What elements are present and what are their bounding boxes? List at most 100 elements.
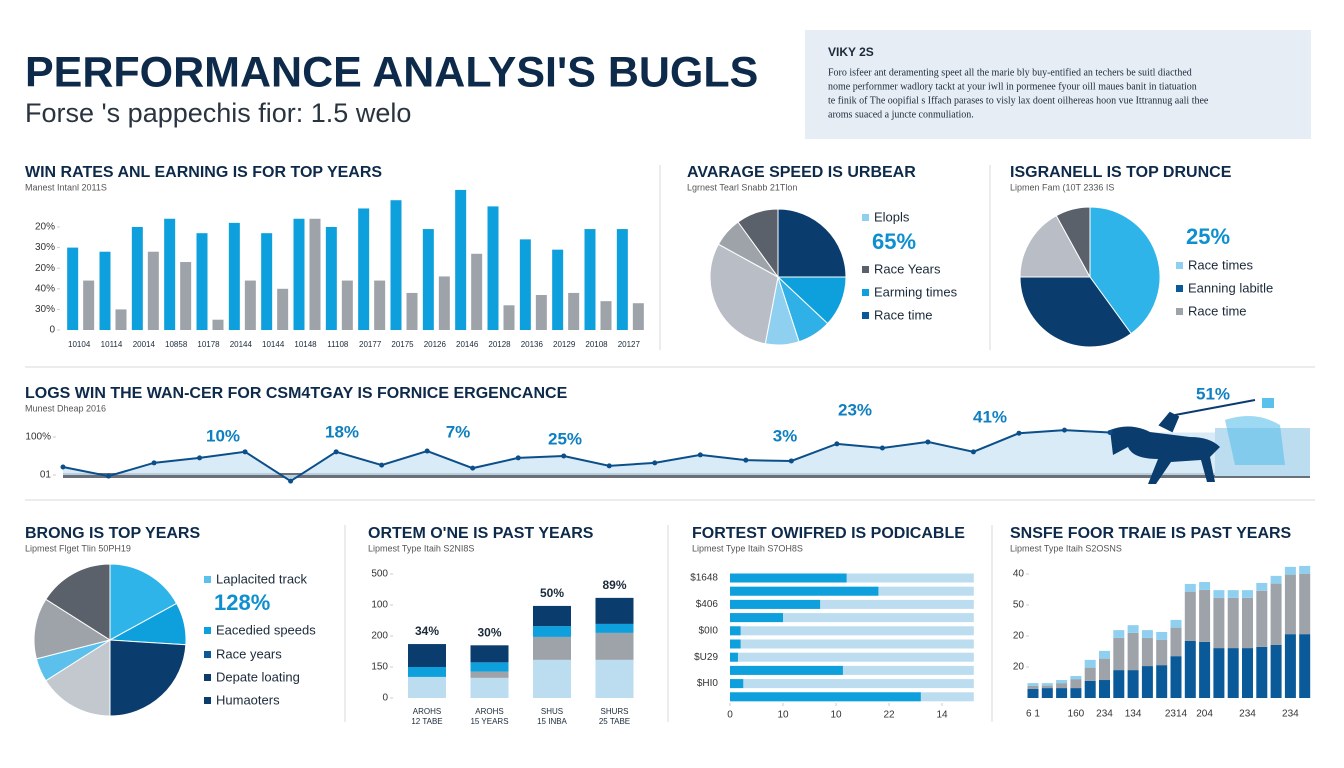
y-tick-label: $U29 [694, 652, 718, 663]
annotation: 18% [325, 422, 359, 441]
bar-segment [1027, 689, 1039, 698]
chart-title: BRONG IS TOP YEARS [25, 525, 200, 542]
bar-track [730, 639, 974, 649]
y-tick-label: $0I0 [699, 625, 719, 636]
bar-segment [1170, 619, 1182, 628]
y-tick-label: 0 [49, 325, 55, 336]
bar-segment [408, 667, 446, 677]
point [834, 441, 840, 447]
bar-segment [1041, 683, 1053, 686]
x-tick-label: 14 [936, 710, 948, 721]
bar-segment [1113, 630, 1125, 638]
bar-segment [1170, 656, 1182, 698]
bar-segment [1227, 590, 1239, 598]
y-tick-label: 500 [371, 569, 388, 580]
callout: 128% [214, 590, 270, 615]
x-tick-label: 10858 [165, 340, 188, 349]
bar-segment [1256, 582, 1268, 591]
bar-segment [1242, 648, 1253, 698]
annotation: 3% [773, 426, 798, 445]
bar-segment [1184, 640, 1196, 698]
bar [455, 189, 467, 330]
x-tick-label: 20014 [133, 340, 156, 349]
x-tick-label: 20136 [521, 340, 544, 349]
pie-slice [1055, 206, 1091, 278]
bar [261, 233, 273, 330]
point [743, 457, 749, 463]
bar-segment [1242, 597, 1253, 649]
x-tick-label: 20146 [456, 340, 479, 349]
y-tick-label: 20% [35, 263, 55, 274]
bar-segment [1156, 631, 1168, 640]
bar-track [730, 679, 974, 689]
bar-segment [1199, 589, 1211, 642]
x-tick-label: SHUS 15 INBA [537, 707, 567, 726]
x-tick-label: 234 [1239, 709, 1256, 720]
x-tick-label: 20127 [618, 340, 641, 349]
bar-segment [533, 659, 571, 698]
pie-slice [737, 208, 779, 279]
bar [632, 303, 644, 330]
legend-swatch [204, 627, 211, 634]
bar-segment [1156, 665, 1168, 698]
point [1061, 427, 1067, 433]
bar-segment [1227, 648, 1239, 698]
x-tick-label: AROHS 12 TABE [411, 707, 442, 726]
bar-segment [408, 676, 446, 698]
chart-title: ISGRANELL IS TOP DRUNCE [1010, 164, 1232, 181]
bar-segment [1270, 644, 1282, 698]
chart-title: LOGS WIN THE WAN-CER FOR CSM4TGAY IS FOR… [25, 385, 568, 402]
chart-title: ORTEM O'NE IS PAST YEARS [368, 525, 594, 542]
legend-label: Depate loating [216, 669, 300, 684]
chart-subtitle: Lgrnest Tearl Snabb 21Tlon [687, 182, 797, 192]
x-tick-label: 10148 [294, 340, 317, 349]
bar-segment [1213, 648, 1225, 698]
chart-title: SNSFE FOOR TRAIE IS PAST YEARS [1010, 525, 1292, 542]
x-tick-label: 20108 [585, 340, 608, 349]
bar [406, 292, 418, 330]
legend-swatch [204, 674, 211, 681]
bar [325, 227, 337, 330]
bar-track [730, 652, 974, 662]
y-tick-label: 20 [1013, 631, 1025, 642]
bar [730, 599, 821, 609]
bar-segment [1113, 637, 1125, 671]
x-tick-label: 6 1 [1026, 709, 1040, 720]
bar-segment [470, 671, 509, 678]
bar-segment [1084, 680, 1096, 698]
bar-segment [1270, 583, 1282, 645]
chart-title: AVARAGE SPEED IS URBEAR [687, 164, 916, 181]
note-box [805, 30, 1311, 139]
bar [293, 218, 305, 330]
bar-segment [533, 605, 571, 627]
bar-segment [1213, 590, 1225, 598]
bar-segment [1141, 637, 1153, 667]
legend-label: Eanning labitle [1188, 280, 1273, 295]
x-tick-label: 11108 [327, 340, 349, 349]
bar-segment [1141, 666, 1153, 698]
legend-swatch [204, 651, 211, 658]
bar [422, 229, 434, 330]
bar [309, 218, 321, 330]
legend-swatch [862, 312, 869, 319]
line [62, 429, 1111, 483]
y-tick-label: 01 [40, 470, 52, 481]
bar [600, 301, 612, 330]
x-tick-label: 20126 [424, 340, 447, 349]
pie-slice [1019, 214, 1091, 278]
legend-swatch [862, 214, 869, 221]
annotation: 10% [206, 426, 240, 445]
x-tick-label: 134 [1125, 709, 1142, 720]
legend-label: Race times [1188, 257, 1254, 272]
bar-segment [1213, 597, 1225, 649]
y-tick-label: 50 [1013, 600, 1025, 611]
point [60, 464, 66, 470]
bar-segment [1242, 590, 1253, 598]
y-tick-label: 30% [35, 304, 55, 315]
bar [487, 206, 499, 330]
point [970, 449, 976, 455]
point [242, 449, 248, 455]
pie-slice [33, 598, 112, 660]
pie-slice [109, 563, 178, 641]
